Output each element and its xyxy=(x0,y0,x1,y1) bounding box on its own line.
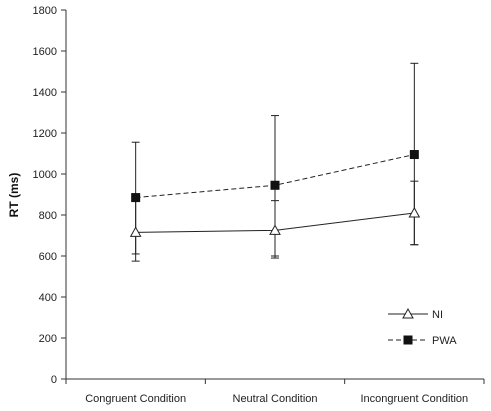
y-tick-label-0: 0 xyxy=(51,374,57,386)
marker-PWA-1 xyxy=(270,180,280,190)
y-tick-label-200: 200 xyxy=(39,333,57,345)
marker-NI-1 xyxy=(269,224,281,235)
legend-label-NI: NI xyxy=(432,309,443,321)
y-tick-label-1600: 1600 xyxy=(33,46,57,58)
legend-marker-NI xyxy=(402,307,414,319)
y-axis-title: RT (ms) xyxy=(7,173,21,218)
tick-labels: 0 200 400 600 800 1000 1200 1400 1600 1800 Congrue… xyxy=(33,5,469,405)
x-tick-label-1: Neutral Condition xyxy=(233,393,318,405)
legend-marker-PWA xyxy=(403,335,413,345)
x-tick-label-2: Incongruent Condition xyxy=(361,393,469,405)
axes xyxy=(61,9,485,384)
y-tick-label-1800: 1800 xyxy=(33,5,57,17)
series-markers xyxy=(129,150,421,237)
y-tick-label-1000: 1000 xyxy=(33,169,57,181)
x-tick-label-0: Congruent Condition xyxy=(85,393,186,405)
legend: NI PWA xyxy=(388,307,457,347)
legend-label-PWA: PWA xyxy=(432,335,457,347)
marker-PWA-2 xyxy=(409,150,419,160)
y-tick-label-1200: 1200 xyxy=(33,128,57,140)
y-tick-label-600: 600 xyxy=(39,251,57,263)
marker-NI-2 xyxy=(408,206,421,218)
y-tick-label-400: 400 xyxy=(39,292,57,304)
marker-PWA-0 xyxy=(131,193,141,203)
y-tick-label-800: 800 xyxy=(39,210,57,222)
y-tick-label-1400: 1400 xyxy=(33,87,57,99)
marker-NI-0 xyxy=(129,226,142,237)
